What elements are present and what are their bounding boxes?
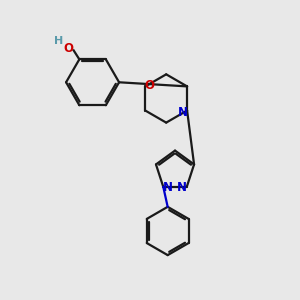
Text: N: N <box>163 181 173 194</box>
Text: H: H <box>54 36 64 46</box>
Text: N: N <box>177 106 188 118</box>
Text: O: O <box>144 79 154 92</box>
Text: N: N <box>176 181 187 194</box>
Text: O: O <box>63 42 74 55</box>
